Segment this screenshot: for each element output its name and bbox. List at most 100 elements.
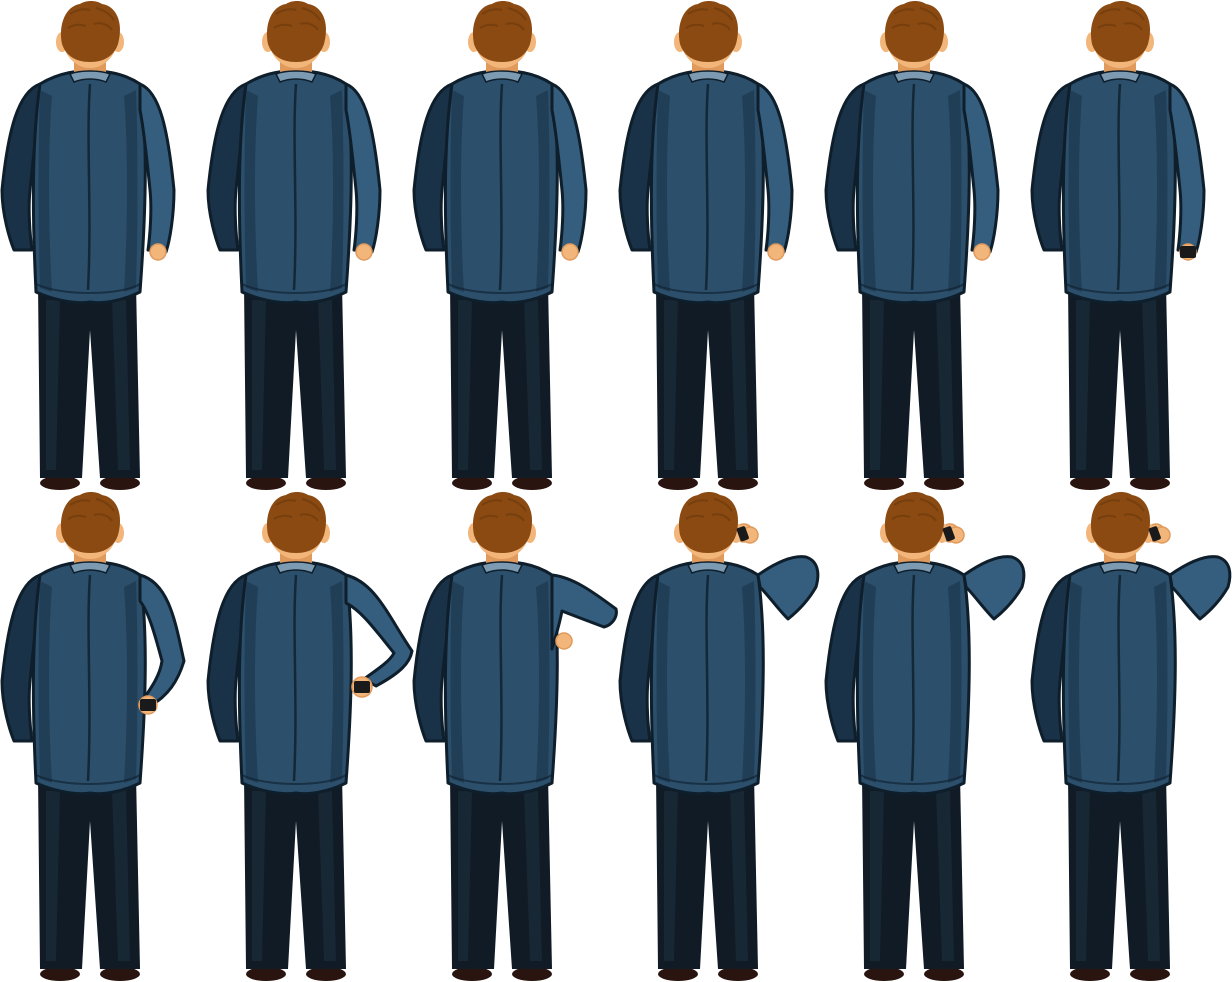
hair-texture — [273, 7, 321, 31]
right-shoe — [718, 476, 758, 490]
left-shoe — [40, 476, 80, 490]
character-sprite — [0, 1, 176, 490]
character-sprite — [824, 1, 1000, 490]
jacket-shading — [38, 90, 52, 292]
pants-highlight — [524, 791, 542, 961]
jacket-center-seam — [86, 83, 92, 291]
right-shoe — [512, 476, 552, 490]
hair — [472, 1, 533, 62]
jacket-center-seam — [498, 574, 504, 782]
phone-icon — [1148, 526, 1161, 542]
jacket-shading — [1154, 581, 1168, 783]
jacket-shading — [330, 90, 344, 292]
hair — [884, 492, 945, 553]
hair — [266, 1, 327, 62]
right-hand — [973, 243, 991, 261]
sprite-frame-04 — [618, 0, 824, 491]
hair — [266, 492, 327, 553]
hair — [472, 492, 533, 553]
sprite-frame-07 — [0, 491, 206, 982]
jacket-hem — [1065, 774, 1171, 785]
sprite-frame-03 — [412, 0, 618, 491]
sprite-frame-10 — [618, 491, 824, 982]
character-sprite — [1030, 492, 1232, 981]
pants-highlight — [458, 300, 472, 470]
phone-icon — [140, 699, 156, 711]
pants-highlight — [870, 791, 884, 961]
right-shoe — [100, 967, 140, 981]
pants-highlight — [936, 791, 954, 961]
jacket-shading — [536, 90, 550, 292]
jacket-hem — [653, 283, 759, 294]
jacket-shading — [1068, 581, 1082, 783]
left-shoe — [658, 476, 698, 490]
hair — [884, 1, 945, 62]
jacket-hem — [447, 283, 553, 294]
hair — [60, 492, 121, 553]
right-sleeve — [756, 555, 820, 621]
collar — [1098, 70, 1142, 83]
hair — [678, 1, 739, 62]
hair-texture — [685, 7, 733, 31]
right-shoe — [512, 967, 552, 981]
collar — [892, 561, 936, 574]
pants-highlight — [1142, 791, 1160, 961]
jacket-hem — [1065, 283, 1171, 294]
pants-highlight — [1076, 791, 1090, 961]
jacket-shading — [244, 90, 258, 292]
left-shoe — [40, 967, 80, 981]
collar — [1098, 561, 1142, 574]
collar — [480, 561, 524, 574]
hair-texture — [891, 498, 939, 522]
hair-texture — [1097, 7, 1145, 31]
jacket-shading — [656, 90, 670, 292]
jacket-hem — [447, 774, 553, 785]
phone-icon — [942, 526, 955, 542]
jacket-hem — [241, 283, 347, 294]
jacket-center-seam — [498, 83, 504, 291]
jacket-shading — [450, 581, 464, 783]
right-hand — [355, 243, 373, 261]
collar — [686, 70, 730, 83]
left-shoe — [452, 476, 492, 490]
hair — [1090, 492, 1151, 553]
collar — [68, 561, 112, 574]
phone-icon — [736, 526, 749, 542]
jacket-shading — [742, 581, 756, 783]
jacket-shading — [1068, 90, 1082, 292]
right-shoe — [924, 476, 964, 490]
left-shoe — [864, 967, 904, 981]
collar — [274, 561, 318, 574]
jacket-shading — [38, 581, 52, 783]
jacket-center-seam — [292, 574, 298, 782]
pants-highlight — [252, 791, 266, 961]
sprite-frame-05 — [824, 0, 1030, 491]
character-sprite — [412, 1, 588, 490]
right-hand — [561, 243, 579, 261]
jacket-shading — [536, 581, 550, 783]
right-shoe — [1130, 967, 1170, 981]
jacket-shading — [450, 90, 464, 292]
hair — [678, 492, 739, 553]
hair-texture — [479, 7, 527, 31]
jacket-hem — [859, 283, 965, 294]
right-sleeve — [344, 573, 414, 688]
jacket-shading — [244, 581, 258, 783]
left-shoe — [864, 476, 904, 490]
jacket-shading — [1154, 90, 1168, 292]
sprite-frame-02 — [206, 0, 412, 491]
pants-highlight — [252, 300, 266, 470]
character-sprite — [206, 492, 414, 981]
jacket-shading — [742, 90, 756, 292]
pants-highlight — [664, 791, 678, 961]
jacket-hem — [859, 774, 965, 785]
collar — [274, 70, 318, 83]
jacket-hem — [35, 774, 141, 785]
hair-texture — [273, 498, 321, 522]
pants-highlight — [318, 300, 336, 470]
hair-texture — [1097, 498, 1145, 522]
hair-texture — [67, 498, 115, 522]
character-sprite — [1030, 1, 1206, 490]
jacket-center-seam — [704, 574, 710, 782]
